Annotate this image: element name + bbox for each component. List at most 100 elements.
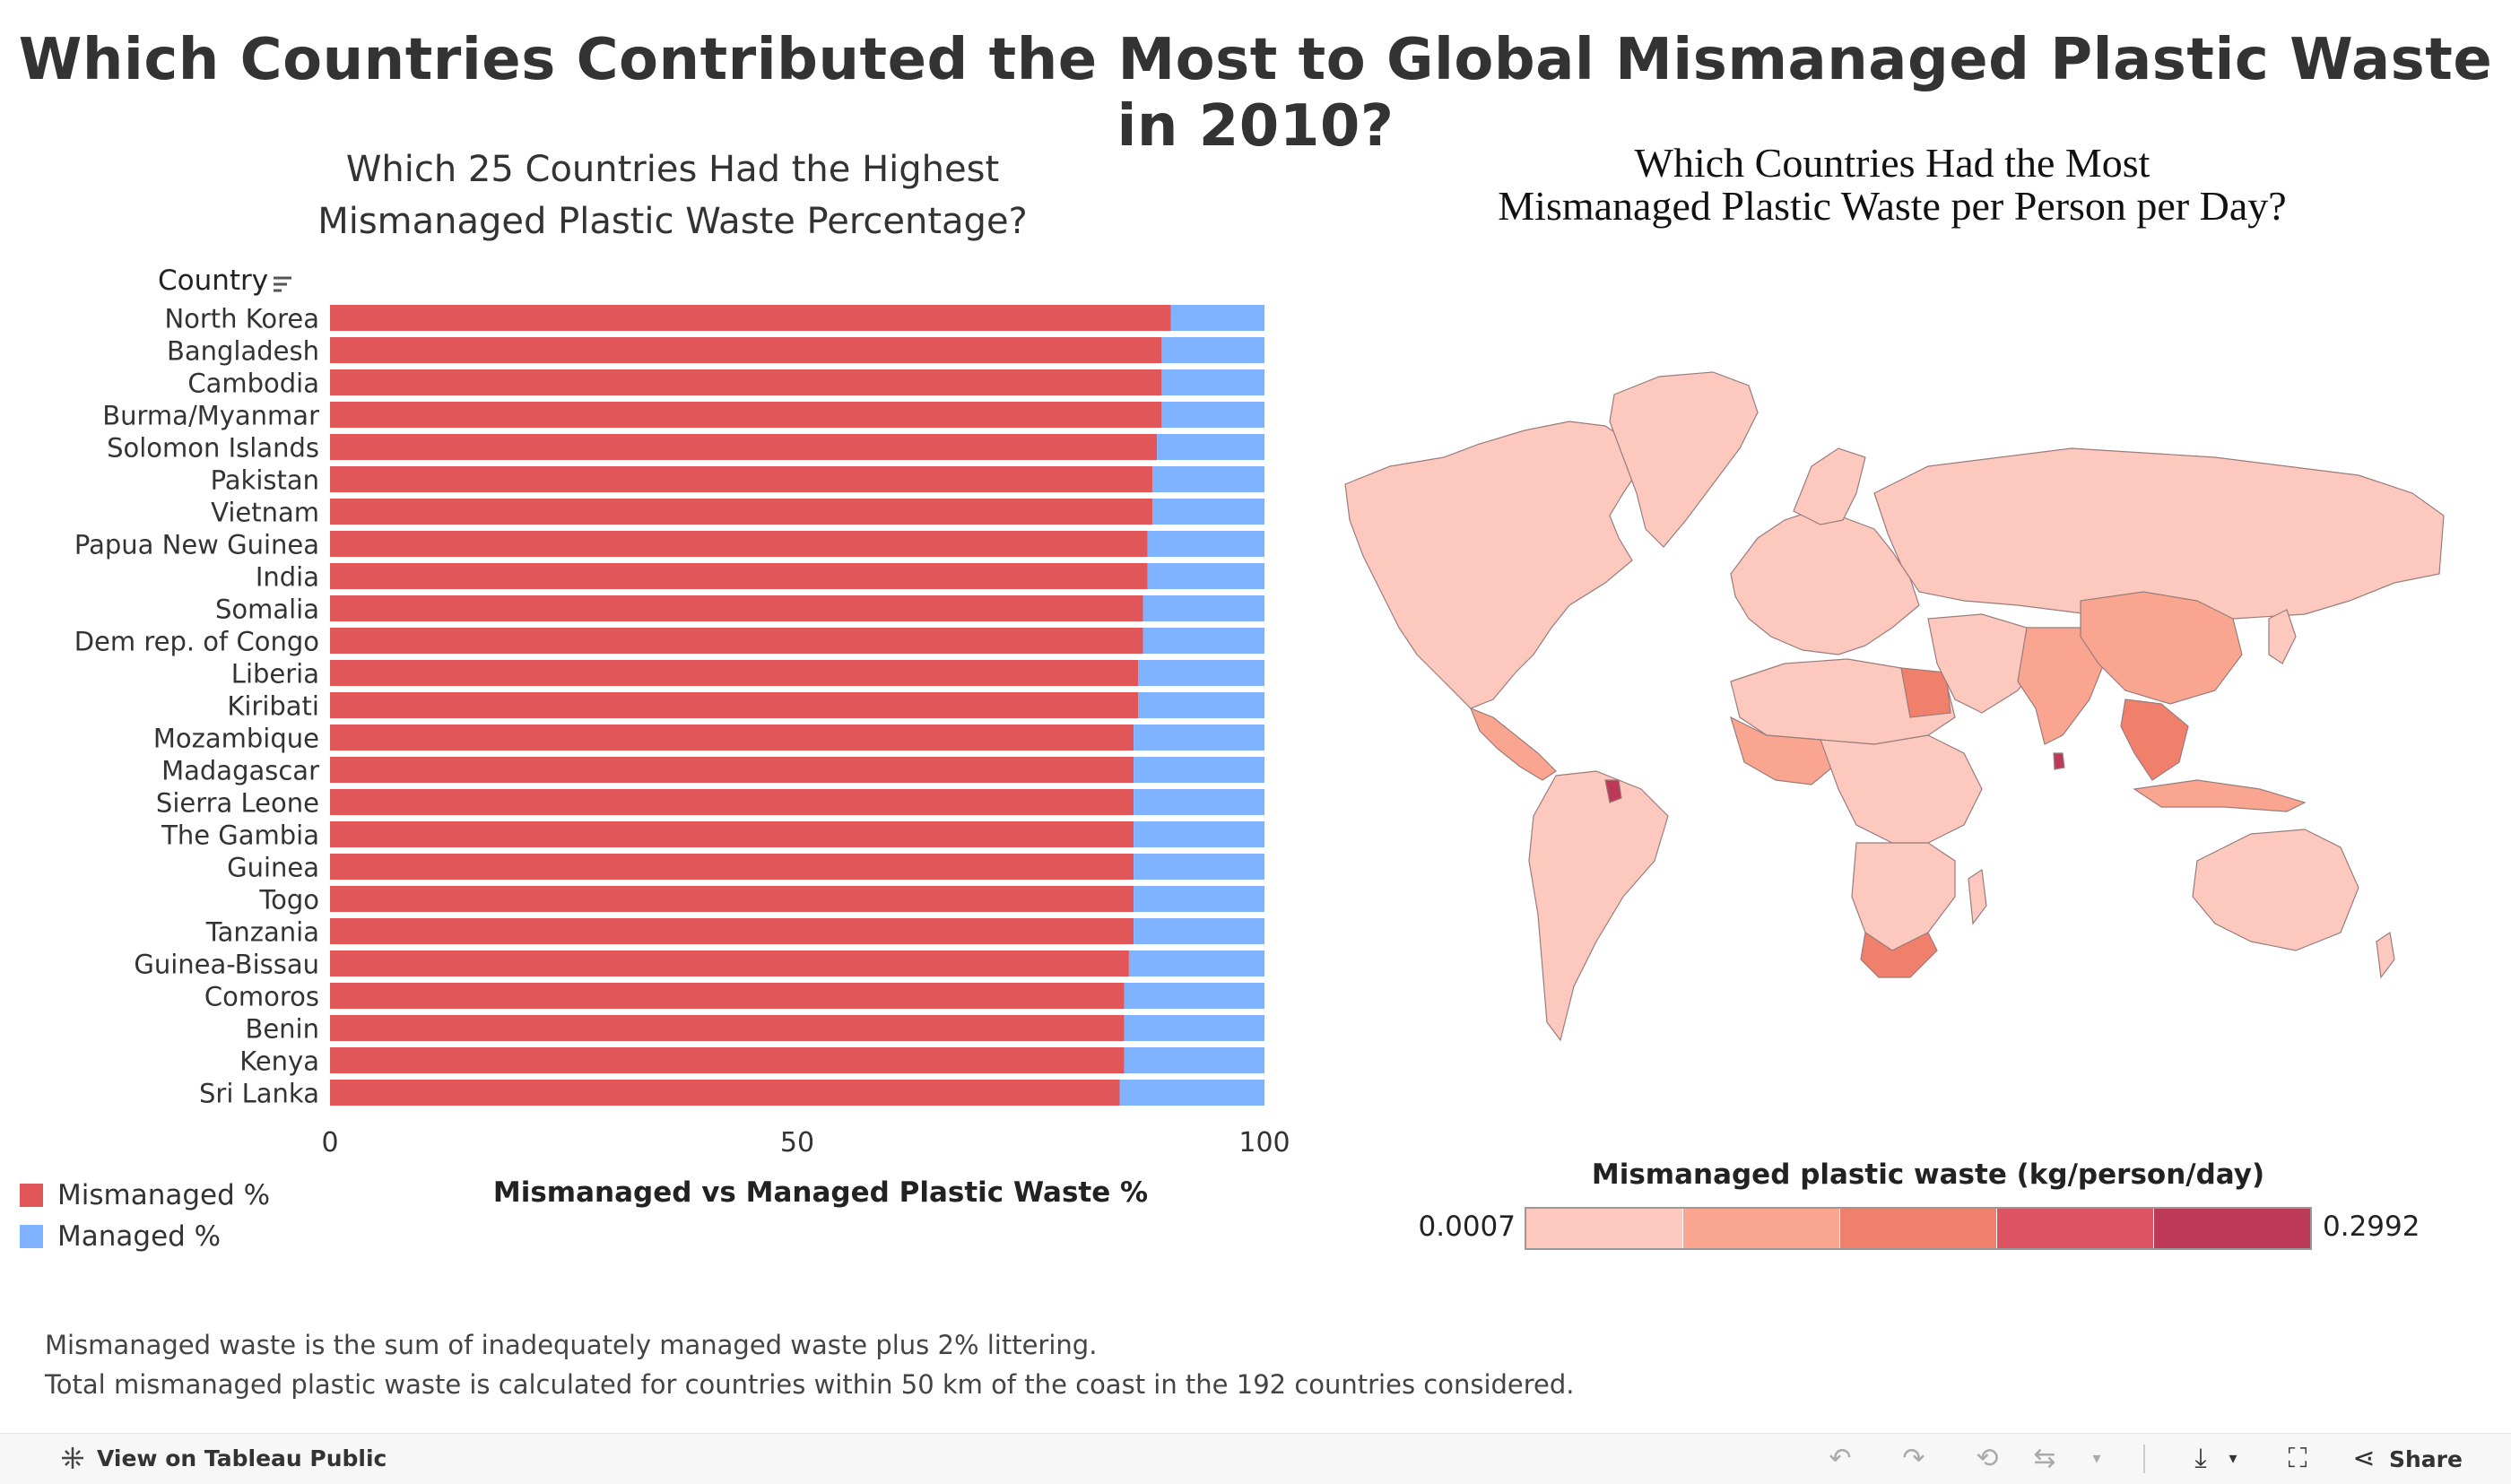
- bar-mismanaged[interactable]: [330, 1015, 1125, 1041]
- bar-managed[interactable]: [1134, 725, 1264, 751]
- sort-icon[interactable]: [274, 276, 291, 292]
- country-label[interactable]: Kenya: [239, 1046, 319, 1077]
- stacked-bar-chart[interactable]: Country North KoreaBangladeshCambodiaBur…: [0, 251, 1309, 1166]
- fullscreen-icon[interactable]: ⛶: [2288, 1443, 2307, 1474]
- legend-item-managed[interactable]: Managed %: [20, 1216, 270, 1257]
- bar-mismanaged[interactable]: [330, 595, 1143, 621]
- bar-mismanaged[interactable]: [330, 563, 1148, 589]
- y-axis-header[interactable]: Country: [158, 265, 268, 297]
- country-label[interactable]: Tanzania: [205, 917, 319, 948]
- country-label[interactable]: Vietnam: [211, 498, 319, 528]
- bar-mismanaged[interactable]: [330, 886, 1134, 912]
- map-region-central-africa[interactable]: [1820, 734, 1983, 844]
- country-label[interactable]: Guinea: [227, 853, 319, 883]
- bar-managed[interactable]: [1157, 434, 1264, 460]
- bar-mismanaged[interactable]: [330, 725, 1134, 751]
- country-label[interactable]: The Gambia: [161, 820, 319, 851]
- bar-managed[interactable]: [1134, 854, 1264, 880]
- bar-managed[interactable]: [1170, 305, 1264, 331]
- map-region-west-africa[interactable]: [1730, 716, 1839, 785]
- bar-managed[interactable]: [1124, 983, 1264, 1009]
- bar-managed[interactable]: [1124, 1047, 1264, 1073]
- map-region-north-america[interactable]: [1344, 421, 1642, 709]
- map-region-australia[interactable]: [2192, 829, 2359, 951]
- map-region-indonesia[interactable]: [2133, 779, 2307, 812]
- bar-mismanaged[interactable]: [330, 854, 1134, 880]
- bar-mismanaged[interactable]: [330, 789, 1134, 815]
- bar-mismanaged[interactable]: [330, 628, 1143, 654]
- country-label[interactable]: Pakistan: [211, 465, 319, 496]
- bar-managed[interactable]: [1143, 628, 1264, 654]
- bar-managed[interactable]: [1138, 660, 1264, 686]
- country-label[interactable]: North Korea: [164, 304, 319, 334]
- country-label[interactable]: Mozambique: [153, 724, 319, 754]
- refresh-icon[interactable]: ⇆: [2033, 1443, 2056, 1474]
- country-label[interactable]: Solomon Islands: [107, 433, 319, 464]
- bar-managed[interactable]: [1128, 950, 1264, 976]
- country-label[interactable]: Papua New Guinea: [74, 530, 319, 560]
- bar-mismanaged[interactable]: [330, 757, 1134, 783]
- map-region-sri-lanka[interactable]: [2053, 752, 2065, 770]
- bar-managed[interactable]: [1134, 789, 1264, 815]
- bar-mismanaged[interactable]: [330, 692, 1139, 718]
- country-label[interactable]: Sierra Leone: [156, 788, 319, 819]
- bar-mismanaged[interactable]: [330, 983, 1125, 1009]
- bar-mismanaged[interactable]: [330, 918, 1134, 944]
- map-region-north-africa[interactable]: [1730, 658, 1956, 745]
- revert-icon[interactable]: ⟲: [1976, 1443, 1999, 1474]
- map-region-japan[interactable]: [2268, 609, 2297, 664]
- bar-managed[interactable]: [1147, 531, 1264, 557]
- bar-managed[interactable]: [1161, 369, 1264, 395]
- bar-managed[interactable]: [1134, 918, 1264, 944]
- bar-mismanaged[interactable]: [330, 821, 1134, 847]
- map-region-scandinavia[interactable]: [1793, 447, 1866, 525]
- download-icon[interactable]: ⤓: [2194, 1443, 2207, 1474]
- map-region-central-america[interactable]: [1469, 707, 1557, 781]
- country-label[interactable]: Madagascar: [161, 756, 319, 786]
- map-region-middle-east[interactable]: [1927, 613, 2046, 714]
- bar-managed[interactable]: [1147, 563, 1264, 589]
- country-label[interactable]: Bangladesh: [167, 336, 319, 367]
- bar-mismanaged[interactable]: [330, 531, 1148, 557]
- country-label[interactable]: Somalia: [215, 594, 319, 625]
- bar-mismanaged[interactable]: [330, 1047, 1125, 1073]
- bar-mismanaged[interactable]: [330, 369, 1162, 395]
- map-color-scale[interactable]: [1525, 1207, 2312, 1250]
- map-region-greenland[interactable]: [1609, 371, 1759, 548]
- bar-managed[interactable]: [1134, 821, 1264, 847]
- bar-managed[interactable]: [1134, 886, 1264, 912]
- bar-managed[interactable]: [1143, 595, 1264, 621]
- map-region-guyana[interactable]: [1604, 779, 1622, 803]
- country-label[interactable]: Benin: [245, 1014, 319, 1045]
- pause-dropdown-icon[interactable]: ▾: [2092, 1449, 2101, 1468]
- share-icon[interactable]: ⋖: [2352, 1443, 2376, 1474]
- bar-mismanaged[interactable]: [330, 950, 1129, 976]
- map-region-madagascar[interactable]: [1968, 868, 1987, 925]
- bar-mismanaged[interactable]: [330, 402, 1162, 428]
- country-label[interactable]: Guinea-Bissau: [134, 950, 319, 980]
- country-label[interactable]: India: [256, 562, 319, 593]
- bar-mismanaged[interactable]: [330, 337, 1162, 363]
- map-region-southeast-asia[interactable]: [2120, 699, 2189, 781]
- bar-managed[interactable]: [1151, 466, 1264, 492]
- download-dropdown-icon[interactable]: ▾: [2229, 1449, 2237, 1468]
- bar-mismanaged[interactable]: [330, 466, 1152, 492]
- bar-mismanaged[interactable]: [330, 305, 1171, 331]
- bar-managed[interactable]: [1151, 499, 1264, 525]
- world-choropleth-map[interactable]: [1336, 359, 2448, 1094]
- map-region-china[interactable]: [2080, 591, 2243, 705]
- bar-managed[interactable]: [1134, 757, 1264, 783]
- bar-managed[interactable]: [1161, 402, 1264, 428]
- map-region-russia[interactable]: [1873, 447, 2445, 620]
- bar-managed[interactable]: [1138, 692, 1264, 718]
- map-region-egypt[interactable]: [1900, 667, 1951, 718]
- bar-mismanaged[interactable]: [330, 434, 1158, 460]
- redo-icon[interactable]: ↷: [1902, 1443, 1925, 1474]
- country-label[interactable]: Togo: [258, 885, 319, 916]
- bar-managed[interactable]: [1124, 1015, 1264, 1041]
- country-label[interactable]: Liberia: [231, 659, 319, 690]
- bar-mismanaged[interactable]: [330, 499, 1152, 525]
- country-label[interactable]: Dem rep. of Congo: [74, 627, 319, 657]
- legend-item-mismanaged[interactable]: Mismanaged %: [20, 1175, 270, 1216]
- view-on-tableau-link[interactable]: View on Tableau Public: [59, 1445, 387, 1471]
